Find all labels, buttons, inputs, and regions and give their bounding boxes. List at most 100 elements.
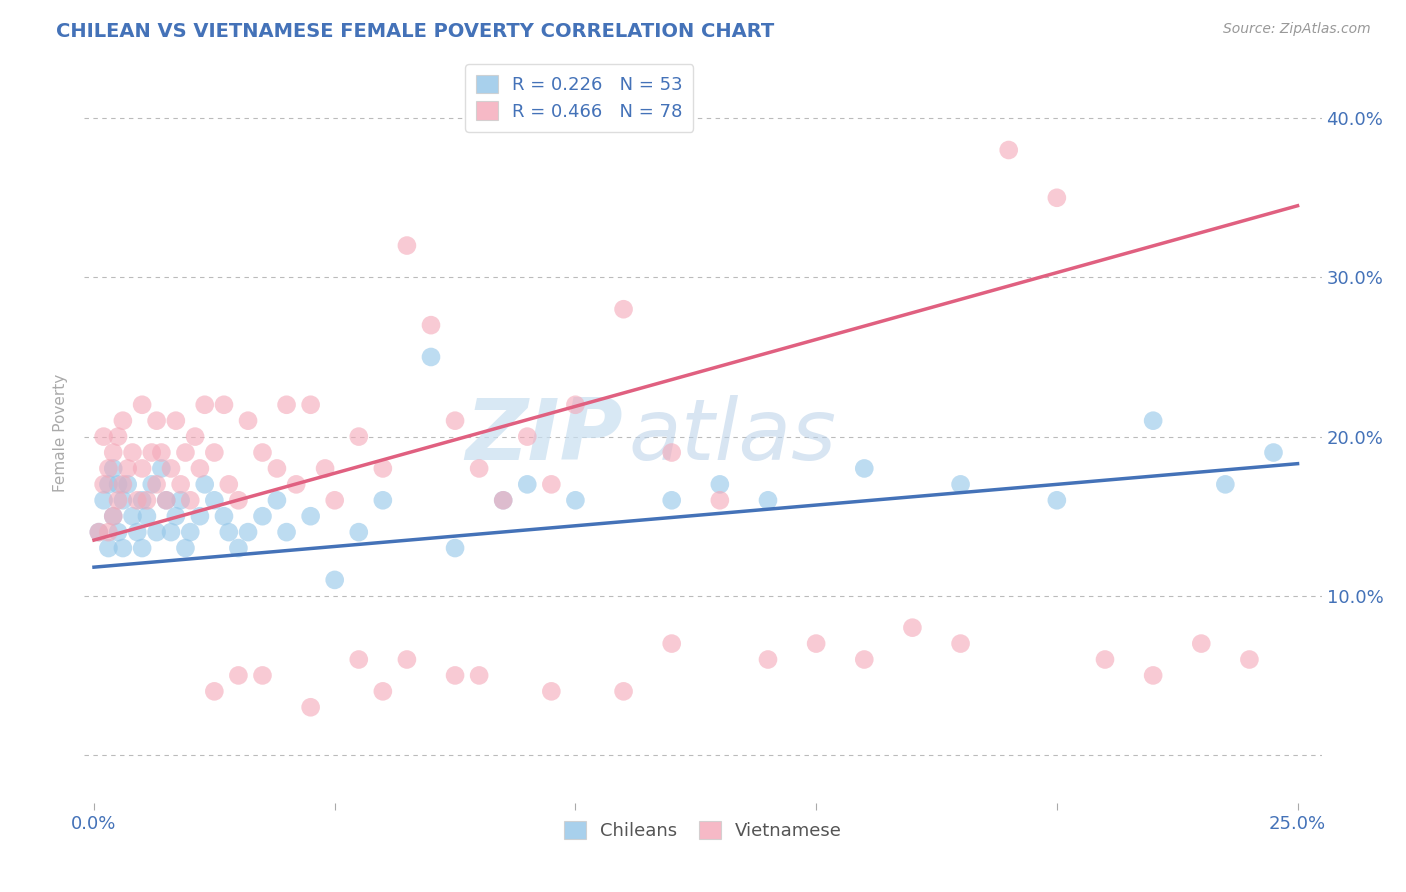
- Point: [949, 477, 972, 491]
- Point: [150, 445, 173, 459]
- Point: [804, 637, 827, 651]
- Point: [97, 477, 120, 491]
- Point: [155, 493, 177, 508]
- Point: [420, 318, 443, 333]
- Point: [299, 700, 322, 714]
- Point: [1046, 493, 1069, 508]
- Point: [853, 461, 876, 475]
- Point: [492, 493, 515, 508]
- Point: [97, 461, 120, 475]
- Point: [103, 509, 125, 524]
- Point: [141, 477, 163, 491]
- Point: [266, 461, 288, 475]
- Point: [103, 461, 125, 475]
- Point: [202, 684, 225, 698]
- Point: [218, 525, 240, 540]
- Point: [285, 477, 308, 491]
- Point: [103, 445, 125, 459]
- Point: [188, 509, 211, 524]
- Point: [756, 493, 779, 508]
- Point: [111, 414, 134, 428]
- Point: [236, 525, 259, 540]
- Point: [117, 461, 139, 475]
- Point: [174, 445, 197, 459]
- Point: [661, 637, 683, 651]
- Point: [228, 541, 250, 555]
- Point: [145, 477, 167, 491]
- Point: [853, 652, 876, 666]
- Point: [141, 445, 163, 459]
- Point: [93, 493, 115, 508]
- Point: [103, 509, 125, 524]
- Point: [371, 461, 394, 475]
- Point: [1239, 652, 1261, 666]
- Point: [107, 525, 129, 540]
- Point: [212, 509, 235, 524]
- Point: [949, 637, 972, 651]
- Point: [121, 445, 143, 459]
- Point: [314, 461, 336, 475]
- Point: [194, 398, 217, 412]
- Point: [564, 493, 586, 508]
- Point: [661, 493, 683, 508]
- Point: [540, 684, 562, 698]
- Point: [179, 525, 201, 540]
- Text: Source: ZipAtlas.com: Source: ZipAtlas.com: [1223, 22, 1371, 37]
- Point: [228, 668, 250, 682]
- Point: [117, 477, 139, 491]
- Point: [1142, 414, 1164, 428]
- Point: [218, 477, 240, 491]
- Point: [1189, 637, 1212, 651]
- Point: [276, 525, 298, 540]
- Point: [107, 477, 129, 491]
- Point: [145, 525, 167, 540]
- Point: [155, 493, 177, 508]
- Point: [87, 525, 110, 540]
- Point: [420, 350, 443, 364]
- Point: [107, 429, 129, 443]
- Point: [444, 668, 467, 682]
- Point: [1215, 477, 1237, 491]
- Point: [468, 461, 491, 475]
- Point: [97, 525, 120, 540]
- Point: [516, 429, 538, 443]
- Point: [131, 493, 153, 508]
- Point: [179, 493, 201, 508]
- Point: [127, 525, 149, 540]
- Legend: Chileans, Vietnamese: Chileans, Vietnamese: [555, 812, 851, 849]
- Point: [160, 525, 183, 540]
- Point: [236, 414, 259, 428]
- Point: [169, 477, 191, 491]
- Point: [516, 477, 538, 491]
- Point: [661, 445, 683, 459]
- Point: [111, 493, 134, 508]
- Point: [131, 398, 153, 412]
- Point: [212, 398, 235, 412]
- Point: [371, 684, 394, 698]
- Point: [709, 477, 731, 491]
- Point: [202, 493, 225, 508]
- Point: [1046, 191, 1069, 205]
- Point: [127, 493, 149, 508]
- Point: [93, 429, 115, 443]
- Point: [194, 477, 217, 491]
- Y-axis label: Female Poverty: Female Poverty: [53, 374, 69, 491]
- Point: [252, 445, 274, 459]
- Point: [709, 493, 731, 508]
- Point: [347, 525, 370, 540]
- Point: [107, 493, 129, 508]
- Point: [228, 493, 250, 508]
- Point: [121, 509, 143, 524]
- Point: [395, 652, 418, 666]
- Point: [252, 509, 274, 524]
- Point: [1142, 668, 1164, 682]
- Point: [1263, 445, 1285, 459]
- Point: [540, 477, 562, 491]
- Point: [169, 493, 191, 508]
- Text: ZIP: ZIP: [465, 395, 623, 478]
- Point: [188, 461, 211, 475]
- Point: [145, 414, 167, 428]
- Point: [901, 621, 924, 635]
- Point: [276, 398, 298, 412]
- Point: [395, 238, 418, 252]
